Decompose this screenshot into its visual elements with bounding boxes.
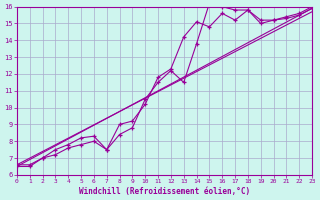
X-axis label: Windchill (Refroidissement éolien,°C): Windchill (Refroidissement éolien,°C) bbox=[79, 187, 250, 196]
